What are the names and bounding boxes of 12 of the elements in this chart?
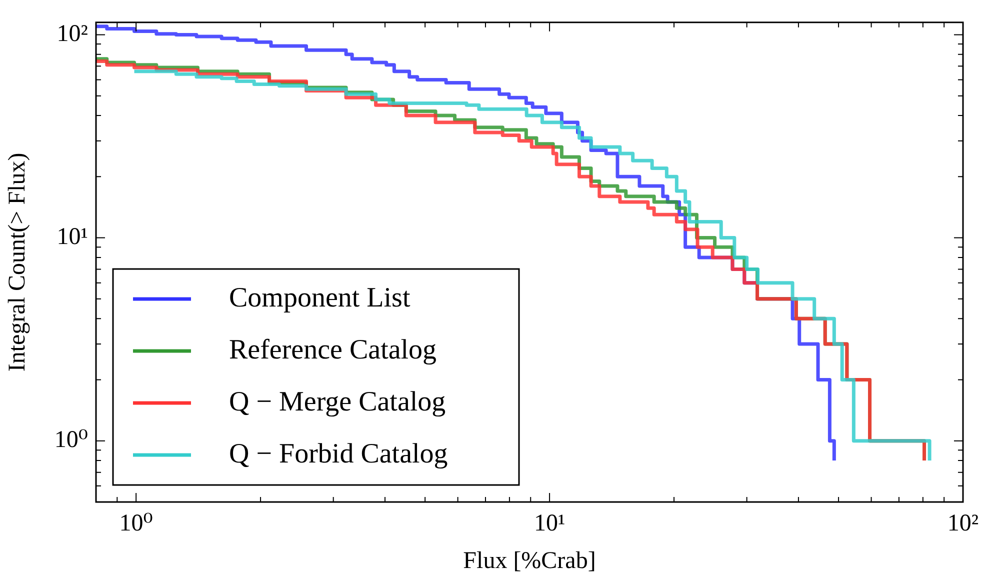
y-tick-label: 10² bbox=[56, 21, 88, 48]
legend-label: Q − Forbid Catalog bbox=[229, 438, 448, 470]
y-tick-label: 10¹ bbox=[56, 224, 88, 250]
x-tick-label: 10² bbox=[947, 510, 979, 537]
legend-label: Component List bbox=[229, 282, 410, 314]
legend-label: Q − Merge Catalog bbox=[229, 386, 446, 418]
x-axis-title: Flux [%Crab] bbox=[463, 548, 596, 574]
x-tick-label: 10⁰ bbox=[119, 510, 153, 537]
x-tick-label: 10¹ bbox=[534, 510, 566, 537]
y-tick-label: 10⁰ bbox=[54, 427, 88, 454]
y-axis-title: Integral Count(> Flux) bbox=[4, 152, 31, 372]
legend-label: Reference Catalog bbox=[229, 334, 437, 366]
